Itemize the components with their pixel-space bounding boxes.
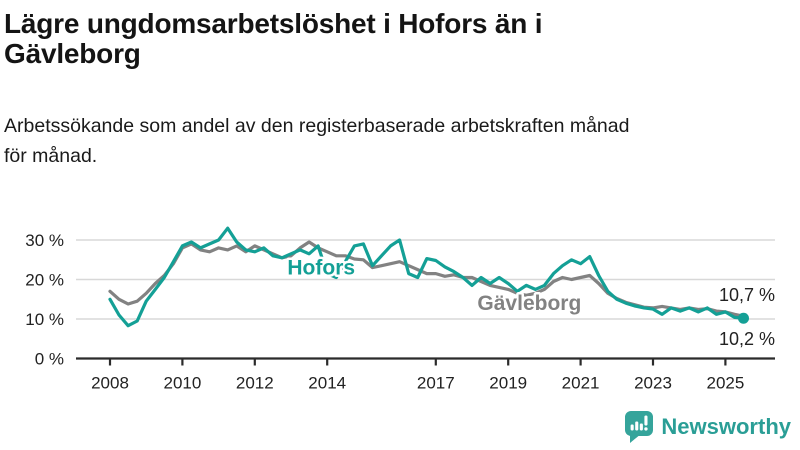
- y-axis-tick-label: 30 %: [25, 231, 64, 250]
- series-label-gavleborg: Gävleborg: [477, 292, 581, 315]
- logo-bar-1: [631, 424, 635, 431]
- x-axis-tick-label: 2025: [706, 374, 744, 393]
- chart-subtitle: Arbetssökande som andel av den registerb…: [4, 111, 786, 171]
- logo-exclamation-stem: [644, 415, 648, 426]
- x-axis-tick-label: 2019: [489, 374, 527, 393]
- x-axis-tick-label: 2010: [163, 374, 201, 393]
- y-axis-tick-label: 20 %: [25, 271, 64, 290]
- title-line-2: Gävleborg: [4, 38, 141, 69]
- x-axis-tick-label: 2023: [634, 374, 672, 393]
- series-end-dot-hofors: [738, 312, 749, 324]
- brand-footer: Newsworthy: [625, 411, 791, 443]
- subtitle-line-1: Arbetssökande som andel av den registerb…: [4, 115, 630, 137]
- x-axis-tick-label: 2021: [562, 374, 600, 393]
- y-axis-tick-label: 10 %: [25, 310, 64, 329]
- line-chart: 0 % 10 % 20 % 30 % 2008 2010 2012 2014 2017 2019 2…: [25, 226, 775, 393]
- series-label-hofors: Hofors: [287, 256, 355, 279]
- title-line-1: Lägre ungdomsarbetslöshet i Hofors än i: [4, 8, 543, 39]
- y-axis-tick-label: 0 %: [35, 350, 64, 369]
- x-axis-tick-label: 2012: [236, 374, 274, 393]
- logo-exclamation-dot: [644, 427, 649, 431]
- end-value-label-gavleborg: 10,7 %: [719, 285, 775, 305]
- series-line-hofors: [108, 226, 746, 328]
- logo-bubble: [625, 411, 654, 443]
- subtitle-line-2: för månad.: [4, 145, 98, 167]
- logo-bar-3: [640, 423, 644, 431]
- logo-bar-2: [635, 421, 639, 431]
- x-axis-tick-label: 2014: [308, 374, 346, 393]
- x-axis-tick-label: 2017: [417, 374, 455, 393]
- x-axis-tick-label: 2008: [91, 374, 129, 393]
- end-value-label-hofors: 10,2 %: [719, 329, 775, 349]
- newsworthy-logo-icon: [625, 411, 654, 443]
- brand-name: Newsworthy: [661, 414, 791, 439]
